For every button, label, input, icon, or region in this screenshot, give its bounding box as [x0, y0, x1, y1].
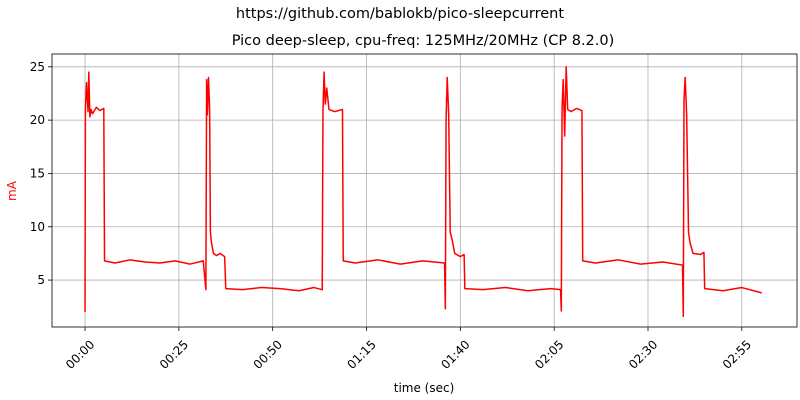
y-axis-label: mA [5, 180, 19, 201]
x-tick-label: 02:05 [532, 337, 566, 371]
x-tick-label: 01:15 [344, 337, 378, 371]
y-tick-label: 5 [37, 273, 45, 287]
x-tick-label: 02:30 [626, 337, 660, 371]
y-tick-label: 20 [30, 113, 45, 127]
y-tick-label: 25 [30, 60, 45, 74]
plot-frame [51, 53, 798, 328]
x-tick-label: 00:25 [157, 337, 191, 371]
y-tick-label: 15 [30, 166, 45, 180]
x-tick-label: 00:00 [63, 337, 97, 371]
data-line [84, 66, 762, 318]
y-tick-label: 10 [30, 220, 45, 234]
chart-title: Pico deep-sleep, cpu-freq: 125MHz/20MHz … [232, 33, 615, 49]
chart-suptitle: https://github.com/bablokb/pico-sleepcur… [236, 6, 564, 22]
x-axis-label: time (sec) [394, 381, 455, 395]
x-tick-label: 01:40 [438, 337, 472, 371]
x-tick-label: 00:50 [251, 337, 285, 371]
x-tick-label: 02:55 [720, 337, 754, 371]
